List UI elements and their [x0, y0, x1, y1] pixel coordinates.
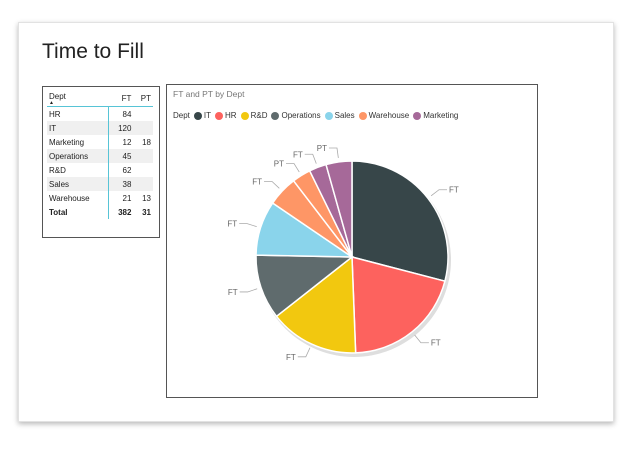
legend-item-sales[interactable]: Sales: [324, 111, 355, 120]
pie-label-leader: [239, 223, 257, 228]
column-header-pt[interactable]: PT: [133, 91, 153, 107]
cell-pt: [133, 149, 153, 163]
legend-item-operations[interactable]: Operations: [271, 111, 321, 120]
legend-marker: [358, 111, 367, 120]
cell-pt: 13: [142, 193, 151, 203]
pie-chart: FT FT FT FT FT FT PT FT PT: [227, 144, 459, 362]
cell-total-pt: 31: [133, 205, 153, 219]
table-row: Sales 38: [47, 177, 153, 191]
pie-label-leader: [414, 334, 429, 344]
cell-pt: [133, 121, 153, 135]
pie-label-leader: [286, 163, 300, 173]
pie-chart-visual[interactable]: FT and PT by Dept Dept IT HR R&D Operati…: [166, 84, 538, 398]
table-row: Marketing 12 18: [47, 135, 153, 149]
sort-ascending-icon: ▲: [49, 100, 54, 106]
pie-label-leader: [304, 153, 317, 164]
legend-marker: [324, 111, 333, 120]
pie-label-leader: [328, 147, 339, 158]
pie-slice-marketing-pt[interactable]: [325, 160, 353, 258]
pie-slice-hr-ft[interactable]: [351, 256, 446, 354]
cell-dept: Marketing: [49, 137, 85, 147]
legend-marker: [271, 111, 280, 120]
chart-title: FT and PT by Dept: [173, 89, 245, 99]
pie-data-label: FT: [293, 150, 303, 159]
legend-item-marketing[interactable]: Marketing: [413, 111, 458, 120]
table-row: IT 120: [47, 121, 153, 135]
cell-pt: [133, 107, 153, 122]
page-title: Time to Fill: [42, 40, 144, 63]
legend-item-label: Warehouse: [368, 111, 410, 120]
pie-label-leader: [430, 189, 448, 197]
pie-label-leader: [264, 181, 280, 189]
pie-slice-rd-ft[interactable]: [275, 255, 357, 354]
table-total-row: Total 382 31: [47, 205, 153, 219]
cell-ft: 21: [108, 191, 134, 205]
cell-dept: R&D: [49, 165, 66, 175]
cell-total-label: Total: [47, 205, 109, 219]
chart-legend: Dept IT HR R&D Operations Sales Warehous…: [173, 111, 462, 120]
cell-dept: Warehouse: [49, 193, 90, 203]
dept-table-visual[interactable]: Dept ▲ FT PT HR 84 IT 120 Marketing 12: [42, 86, 160, 238]
legend-item-hr[interactable]: HR: [215, 111, 237, 120]
table-row: Warehouse 21 13: [47, 191, 153, 205]
legend-item-label: Operations: [281, 111, 321, 120]
pie-data-label: PT: [274, 160, 284, 169]
cell-dept: Operations: [47, 149, 109, 163]
dept-table: Dept ▲ FT PT HR 84 IT 120 Marketing 12: [47, 91, 153, 219]
legend-item-label: IT: [203, 111, 212, 120]
cell-ft: 120: [108, 121, 134, 135]
pie-data-label: FT: [431, 339, 441, 348]
column-header-dept[interactable]: Dept ▲: [47, 91, 109, 107]
column-header-label: Dept: [49, 92, 66, 101]
table-row: Operations 45: [47, 149, 153, 163]
cell-ft: 12: [108, 135, 134, 149]
cell-ft: 45: [108, 149, 134, 163]
legend-item-label: HR: [225, 111, 237, 120]
pie-label-leader: [239, 288, 258, 293]
pie-label-leader: [297, 347, 311, 358]
cell-pt: [133, 177, 153, 191]
pie-slice-it-ft[interactable]: [351, 160, 449, 283]
table-header-row: Dept ▲ FT PT: [47, 91, 153, 107]
cell-dept: Sales: [47, 177, 109, 191]
cell-pt: 18: [142, 137, 151, 147]
cell-dept: HR: [49, 109, 61, 119]
cell-dept: IT: [47, 121, 109, 135]
legend-marker: [215, 111, 224, 120]
table-row: HR 84: [47, 106, 153, 122]
pie-slice-operations-ft[interactable]: [255, 254, 355, 318]
pie-data-label: PT: [317, 144, 327, 153]
legend-item-label: Marketing: [423, 111, 459, 120]
legend-item-warehouse[interactable]: Warehouse: [358, 111, 410, 120]
pie-data-label: FT: [227, 220, 237, 229]
legend-marker: [193, 111, 202, 120]
cell-ft: 38: [108, 177, 134, 191]
pie-data-label: FT: [228, 288, 238, 297]
legend-marker: [240, 111, 249, 120]
cell-ft: 84: [108, 106, 134, 121]
column-header-ft[interactable]: FT: [108, 91, 134, 107]
legend-title: Dept: [173, 111, 190, 120]
legend-item-rnd[interactable]: R&D: [240, 111, 268, 120]
legend-marker: [413, 111, 422, 120]
legend-item-label: R&D: [250, 111, 268, 120]
cell-ft: 62: [108, 163, 134, 177]
pie-data-label: FT: [449, 186, 459, 195]
pie-data-label: FT: [286, 353, 296, 362]
legend-item-it[interactable]: IT: [193, 111, 212, 120]
cell-total-ft: 382: [108, 205, 134, 219]
legend-item-label: Sales: [334, 111, 355, 120]
table-row: R&D 62: [47, 163, 153, 177]
cell-pt: [133, 163, 153, 177]
pie-data-label: FT: [252, 177, 262, 186]
